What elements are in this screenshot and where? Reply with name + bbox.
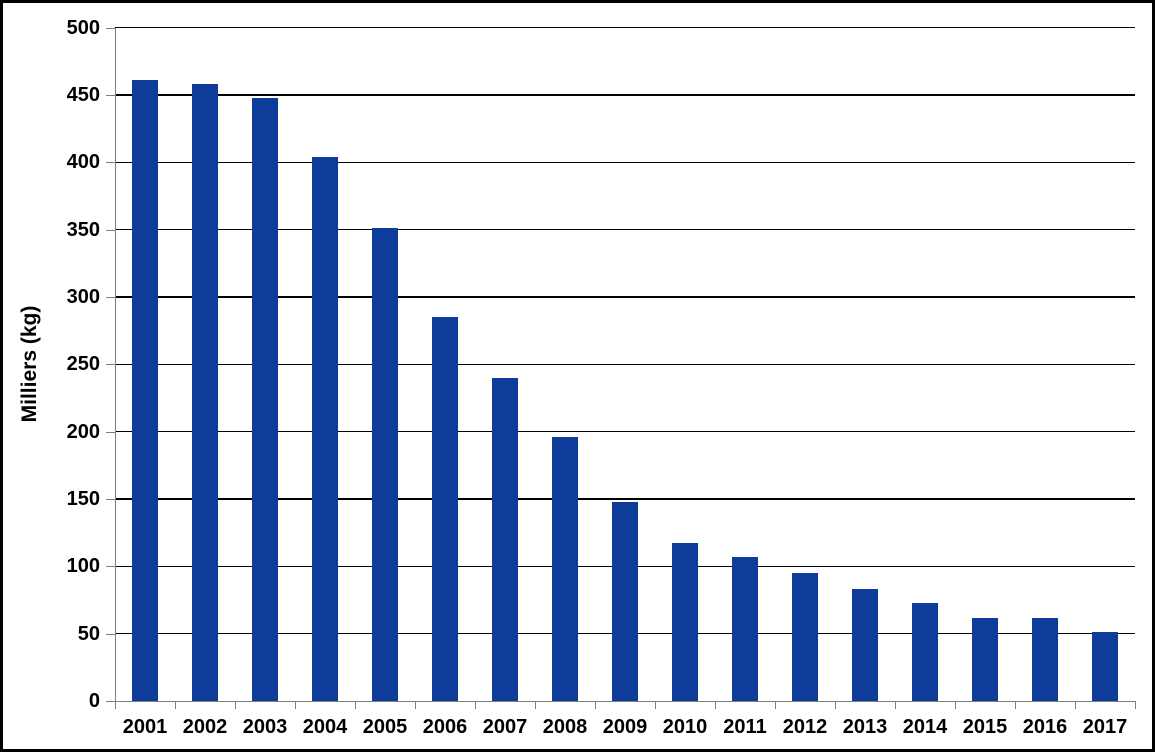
y-tick-label: 50 [77, 622, 100, 645]
x-axis-tick-mark [115, 701, 116, 709]
x-tick-label: 2001 [122, 716, 168, 738]
x-tick-label: 2015 [962, 716, 1008, 738]
y-tick-label: 450 [66, 84, 100, 107]
x-axis-tick-mark [1135, 701, 1136, 709]
y-axis-tick-mark [106, 431, 115, 433]
gridline [115, 161, 1135, 164]
y-axis-tick-mark [106, 229, 115, 231]
bar [552, 437, 578, 701]
bar [972, 617, 998, 701]
gridline [115, 228, 1135, 231]
y-axis-tick-mark [106, 297, 115, 299]
x-axis-tick-mark [235, 701, 236, 709]
x-tick-label: 2010 [662, 716, 708, 738]
bar [192, 84, 218, 701]
x-axis-tick-mark [775, 701, 776, 709]
bar [1032, 617, 1058, 701]
x-tick-label: 2007 [482, 716, 528, 738]
x-tick-label: 2004 [302, 716, 348, 738]
y-axis-tick-mark [106, 162, 115, 164]
y-tick-label: 250 [66, 353, 100, 376]
y-axis-tick-mark [106, 499, 115, 500]
x-tick-label: 2017 [1082, 716, 1128, 738]
gridline [115, 26, 1135, 29]
x-axis-tick-mark [835, 701, 836, 709]
x-axis-line [115, 701, 1136, 702]
bar [612, 501, 638, 701]
gridline [115, 430, 1135, 433]
y-tick-label: 150 [66, 488, 100, 510]
x-axis-tick-mark [655, 701, 656, 709]
y-axis-tick-mark [106, 566, 115, 568]
gridline [115, 498, 1135, 500]
bar [492, 377, 518, 701]
bar [852, 589, 878, 701]
x-tick-label: 2005 [362, 716, 408, 738]
x-tick-label: 2006 [422, 716, 468, 738]
bar [252, 97, 278, 701]
y-axis-tick-mark [106, 364, 115, 366]
y-tick-label: 400 [66, 151, 100, 174]
bar [732, 556, 758, 701]
bar [912, 602, 938, 701]
x-axis-tick-mark [415, 701, 416, 709]
x-axis-tick-mark [1015, 701, 1016, 709]
x-tick-label: 2008 [542, 716, 588, 738]
gridline [115, 296, 1135, 298]
y-tick-label: 200 [66, 420, 100, 443]
x-tick-label: 2012 [782, 716, 828, 738]
x-tick-label: 2002 [182, 716, 228, 738]
x-axis-tick-mark [955, 701, 956, 709]
y-tick-label: 0 [88, 690, 100, 712]
y-tick-label: 100 [66, 555, 100, 578]
bar [372, 228, 398, 701]
y-axis-tick-mark [106, 95, 115, 97]
x-axis-tick-mark [535, 701, 536, 709]
y-tick-label: 350 [66, 218, 100, 241]
gridline [115, 94, 1135, 96]
x-axis-tick-mark [175, 701, 176, 709]
bar [432, 317, 458, 701]
x-tick-label: 2003 [242, 716, 288, 738]
y-axis-tick-mark [106, 633, 115, 635]
x-axis-tick-mark [475, 701, 476, 709]
bar [132, 80, 158, 701]
x-tick-label: 2014 [902, 716, 948, 738]
x-axis-tick-mark [595, 701, 596, 709]
x-tick-label: 2016 [1022, 716, 1068, 738]
x-axis-tick-mark [355, 701, 356, 709]
x-tick-label: 2009 [602, 716, 648, 738]
x-axis-tick-mark [1075, 701, 1076, 709]
x-axis-tick-mark [295, 701, 296, 709]
bar [1092, 632, 1118, 701]
bar [792, 573, 818, 701]
y-axis-tick-mark [106, 701, 115, 702]
y-tick-label: 300 [66, 286, 100, 309]
x-axis-tick-mark [895, 701, 896, 709]
y-tick-label: 500 [66, 16, 100, 39]
bar [312, 156, 338, 701]
y-axis-tick-mark [106, 27, 115, 29]
x-axis-tick-mark [715, 701, 716, 709]
gridline [115, 363, 1135, 366]
y-axis-line [115, 27, 116, 701]
x-tick-label: 2011 [723, 716, 767, 738]
bar [672, 543, 698, 701]
x-tick-label: 2013 [842, 716, 888, 738]
